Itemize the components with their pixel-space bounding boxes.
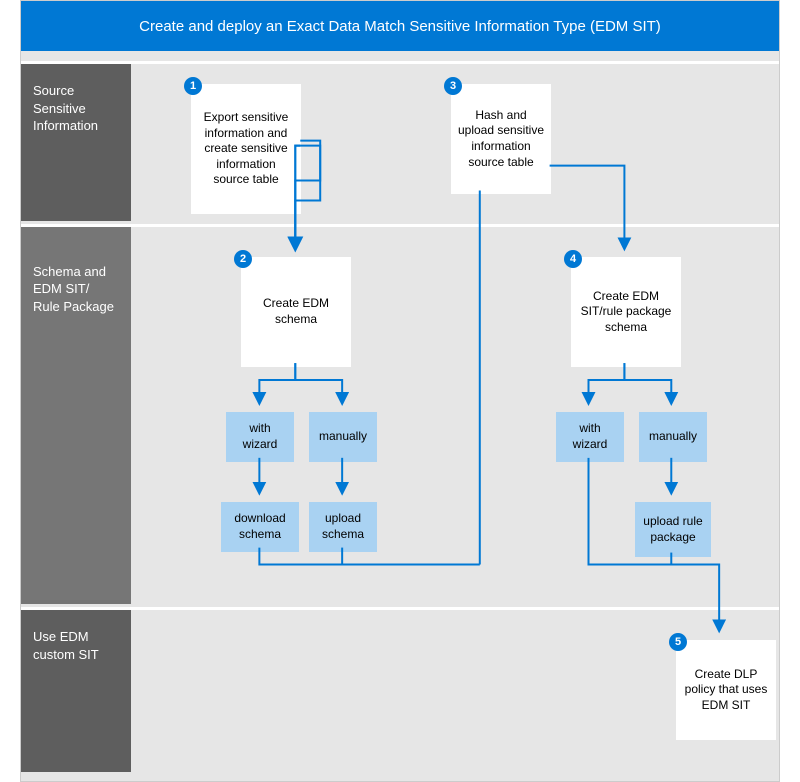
row-body-use: 5 Create DLP policy that uses EDM SIT — [131, 610, 779, 772]
node-upload-rule-package: upload rule package — [635, 502, 711, 557]
node-download-schema: download schema — [221, 502, 299, 552]
row-body-source: 1 Export sensitive information and creat… — [131, 64, 779, 221]
row-body-schema: 2 Create EDM schema 4 Create EDM SIT/rul… — [131, 227, 779, 604]
node-manually-left-text: manually — [319, 429, 367, 445]
node-manually-left: manually — [309, 412, 377, 462]
node-create-schema-text: Create EDM schema — [247, 296, 345, 327]
node-with-wizard-right-text: with wizard — [562, 421, 618, 452]
row-label-use: Use EDM custom SIT — [21, 610, 131, 772]
node-create-sit-rule: 4 Create EDM SIT/rule package schema — [571, 257, 681, 367]
node-create-dlp-text: Create DLP policy that uses EDM SIT — [682, 667, 770, 714]
row-label-source: Source Sensitive Information — [21, 64, 131, 221]
row-label-schema-text: Schema and EDM SIT/ Rule Package — [33, 264, 114, 314]
node-with-wizard-left: with wizard — [226, 412, 294, 462]
node-hash-upload-text: Hash and upload sensitive information so… — [457, 108, 545, 170]
row-label-use-text: Use EDM custom SIT — [33, 629, 99, 662]
row-use: Use EDM custom SIT 5 Create DLP policy t… — [21, 607, 779, 772]
row-label-schema: Schema and EDM SIT/ Rule Package — [21, 227, 131, 604]
row-label-source-text: Source Sensitive Information — [33, 83, 98, 133]
row-schema: Schema and EDM SIT/ Rule Package 2 Creat… — [21, 224, 779, 604]
badge-1: 1 — [184, 77, 202, 95]
diagram-canvas: Create and deploy an Exact Data Match Se… — [20, 0, 780, 782]
node-create-schema: 2 Create EDM schema — [241, 257, 351, 367]
node-export-source-text: Export sensitive information and create … — [197, 110, 295, 188]
node-create-sit-rule-text: Create EDM SIT/rule package schema — [577, 289, 675, 336]
node-upload-rule-package-text: upload rule package — [641, 514, 705, 545]
node-download-schema-text: download schema — [227, 511, 293, 542]
badge-5: 5 — [669, 633, 687, 651]
node-with-wizard-left-text: with wizard — [232, 421, 288, 452]
badge-3: 3 — [444, 77, 462, 95]
row-source: Source Sensitive Information 1 Export se… — [21, 61, 779, 221]
node-create-dlp: 5 Create DLP policy that uses EDM SIT — [676, 640, 776, 740]
node-hash-upload: 3 Hash and upload sensitive information … — [451, 84, 551, 194]
badge-2: 2 — [234, 250, 252, 268]
node-upload-schema: upload schema — [309, 502, 377, 552]
node-export-source: 1 Export sensitive information and creat… — [191, 84, 301, 214]
diagram-header: Create and deploy an Exact Data Match Se… — [21, 1, 779, 51]
header-title: Create and deploy an Exact Data Match Se… — [139, 18, 661, 35]
badge-4: 4 — [564, 250, 582, 268]
node-manually-right: manually — [639, 412, 707, 462]
node-manually-right-text: manually — [649, 429, 697, 445]
node-upload-schema-text: upload schema — [315, 511, 371, 542]
node-with-wizard-right: with wizard — [556, 412, 624, 462]
